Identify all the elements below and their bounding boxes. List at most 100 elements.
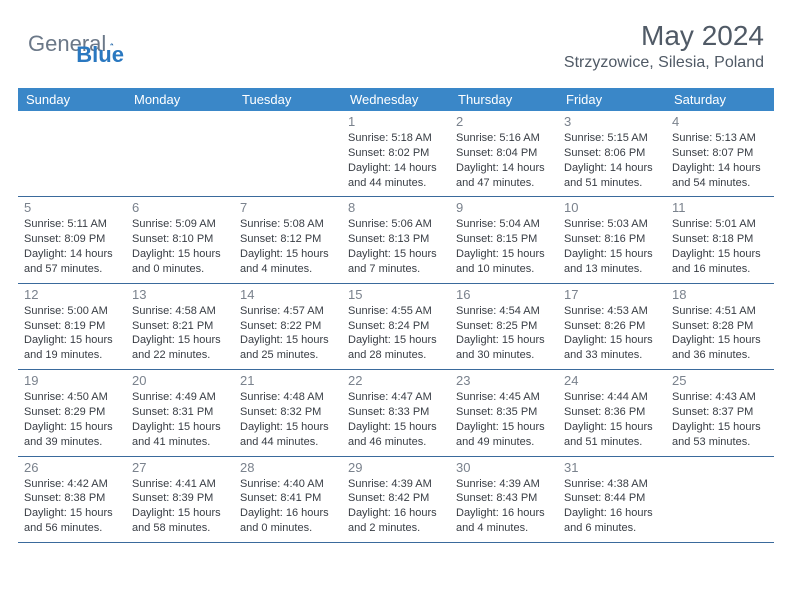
day-number: 16 — [456, 287, 552, 302]
day-detail: Sunrise: 4:38 AMSunset: 8:44 PMDaylight:… — [564, 477, 660, 536]
day-detail: Sunrise: 4:41 AMSunset: 8:39 PMDaylight:… — [132, 477, 228, 536]
day-number: 14 — [240, 287, 336, 302]
calendar-day: 14 Sunrise: 4:57 AMSunset: 8:22 PMDayligh… — [234, 284, 342, 369]
day-detail: Sunrise: 5:04 AMSunset: 8:15 PMDaylight:… — [456, 217, 552, 276]
calendar-day: 7 Sunrise: 5:08 AMSunset: 8:12 PMDaylight… — [234, 197, 342, 282]
calendar-day: 18 Sunrise: 4:51 AMSunset: 8:28 PMDayligh… — [666, 284, 774, 369]
calendar-day: 23 Sunrise: 4:45 AMSunset: 8:35 PMDayligh… — [450, 370, 558, 455]
day-number: 19 — [24, 373, 120, 388]
day-detail: Sunrise: 5:13 AMSunset: 8:07 PMDaylight:… — [672, 131, 768, 190]
calendar-day — [18, 111, 126, 196]
day-detail: Sunrise: 4:39 AMSunset: 8:42 PMDaylight:… — [348, 477, 444, 536]
weekday-header: SundayMondayTuesdayWednesdayThursdayFrid… — [18, 88, 774, 111]
day-detail: Sunrise: 5:11 AMSunset: 8:09 PMDaylight:… — [24, 217, 120, 276]
weekday-label: Tuesday — [234, 88, 342, 111]
day-number: 23 — [456, 373, 552, 388]
calendar-day: 15Sunrise: 4:55 AMSunset: 8:24 PMDayligh… — [342, 284, 450, 369]
calendar-day: 29 Sunrise: 4:39 AMSunset: 8:42 PMDayligh… — [342, 457, 450, 542]
day-detail: Sunrise: 5:16 AMSunset: 8:04 PMDaylight:… — [456, 131, 552, 190]
day-number: 26 — [24, 460, 120, 475]
day-number: 5 — [24, 200, 120, 215]
calendar-day — [126, 111, 234, 196]
calendar-day: 22Sunrise: 4:47 AMSunset: 8:33 PMDayligh… — [342, 370, 450, 455]
calendar-day: 8 Sunrise: 5:06 AMSunset: 8:13 PMDaylight… — [342, 197, 450, 282]
day-detail: Sunrise: 4:53 AMSunset: 8:26 PMDaylight:… — [564, 304, 660, 363]
weekday-label: Monday — [126, 88, 234, 111]
calendar-day: 17 Sunrise: 4:53 AMSunset: 8:26 PMDayligh… — [558, 284, 666, 369]
day-detail: Sunrise: 4:44 AMSunset: 8:36 PMDaylight:… — [564, 390, 660, 449]
day-number: 31 — [564, 460, 660, 475]
day-detail: Sunrise: 4:45 AMSunset: 8:35 PMDaylight:… — [456, 390, 552, 449]
calendar-day: 4 Sunrise: 5:13 AMSunset: 8:07 PMDaylight… — [666, 111, 774, 196]
day-detail: Sunrise: 5:09 AMSunset: 8:10 PMDaylight:… — [132, 217, 228, 276]
day-detail: Sunrise: 4:49 AMSunset: 8:31 PMDaylight:… — [132, 390, 228, 449]
day-detail: Sunrise: 5:08 AMSunset: 8:12 PMDaylight:… — [240, 217, 336, 276]
day-number: 27 — [132, 460, 228, 475]
day-number: 10 — [564, 200, 660, 215]
calendar: SundayMondayTuesdayWednesdayThursdayFrid… — [18, 88, 774, 543]
calendar-day: 31 Sunrise: 4:38 AMSunset: 8:44 PMDayligh… — [558, 457, 666, 542]
day-detail: Sunrise: 4:54 AMSunset: 8:25 PMDaylight:… — [456, 304, 552, 363]
day-detail: Sunrise: 4:47 AMSunset: 8:33 PMDaylight:… — [348, 390, 444, 449]
day-detail: Sunrise: 5:01 AMSunset: 8:18 PMDaylight:… — [672, 217, 768, 276]
weekday-label: Thursday — [450, 88, 558, 111]
day-detail: Sunrise: 4:57 AMSunset: 8:22 PMDaylight:… — [240, 304, 336, 363]
day-number: 1 — [348, 114, 444, 129]
calendar-day: 27 Sunrise: 4:41 AMSunset: 8:39 PMDayligh… — [126, 457, 234, 542]
calendar-day: 21Sunrise: 4:48 AMSunset: 8:32 PMDayligh… — [234, 370, 342, 455]
weekday-label: Friday — [558, 88, 666, 111]
calendar-day: 30Sunrise: 4:39 AMSunset: 8:43 PMDayligh… — [450, 457, 558, 542]
logo-text-blue: Blue — [76, 42, 124, 68]
calendar-day: 3Sunrise: 5:15 AMSunset: 8:06 PMDaylight… — [558, 111, 666, 196]
calendar-day: 6 Sunrise: 5:09 AMSunset: 8:10 PMDaylight… — [126, 197, 234, 282]
day-number: 9 — [456, 200, 552, 215]
calendar-day: 13Sunrise: 4:58 AMSunset: 8:21 PMDayligh… — [126, 284, 234, 369]
calendar-day: 9 Sunrise: 5:04 AMSunset: 8:15 PMDaylight… — [450, 197, 558, 282]
title-month: May 2024 — [564, 20, 764, 52]
calendar-day: 19 Sunrise: 4:50 AMSunset: 8:29 PMDayligh… — [18, 370, 126, 455]
day-number: 6 — [132, 200, 228, 215]
calendar-day: 25 Sunrise: 4:43 AMSunset: 8:37 PMDayligh… — [666, 370, 774, 455]
day-detail: Sunrise: 5:00 AMSunset: 8:19 PMDaylight:… — [24, 304, 120, 363]
day-number: 4 — [672, 114, 768, 129]
day-detail: Sunrise: 5:06 AMSunset: 8:13 PMDaylight:… — [348, 217, 444, 276]
day-detail: Sunrise: 4:43 AMSunset: 8:37 PMDaylight:… — [672, 390, 768, 449]
calendar-week: 19 Sunrise: 4:50 AMSunset: 8:29 PMDayligh… — [18, 370, 774, 456]
title-location: Strzyzowice, Silesia, Poland — [564, 54, 764, 72]
weekday-label: Sunday — [18, 88, 126, 111]
day-number: 17 — [564, 287, 660, 302]
calendar-day — [234, 111, 342, 196]
day-detail: Sunrise: 4:39 AMSunset: 8:43 PMDaylight:… — [456, 477, 552, 536]
day-detail: Sunrise: 4:50 AMSunset: 8:29 PMDaylight:… — [24, 390, 120, 449]
calendar-day: 11Sunrise: 5:01 AMSunset: 8:18 PMDayligh… — [666, 197, 774, 282]
calendar-day: 24Sunrise: 4:44 AMSunset: 8:36 PMDayligh… — [558, 370, 666, 455]
calendar-week: 12 Sunrise: 5:00 AMSunset: 8:19 PMDayligh… — [18, 284, 774, 370]
day-detail: Sunrise: 4:40 AMSunset: 8:41 PMDaylight:… — [240, 477, 336, 536]
day-number: 15 — [348, 287, 444, 302]
title-block: May 2024 Strzyzowice, Silesia, Poland — [564, 20, 764, 72]
day-number: 8 — [348, 200, 444, 215]
day-detail: Sunrise: 5:18 AMSunset: 8:02 PMDaylight:… — [348, 131, 444, 190]
day-number: 12 — [24, 287, 120, 302]
calendar-week: 5 Sunrise: 5:11 AMSunset: 8:09 PMDaylight… — [18, 197, 774, 283]
day-number: 7 — [240, 200, 336, 215]
day-detail: Sunrise: 4:51 AMSunset: 8:28 PMDaylight:… — [672, 304, 768, 363]
day-number: 28 — [240, 460, 336, 475]
weekday-label: Wednesday — [342, 88, 450, 111]
day-number: 3 — [564, 114, 660, 129]
calendar-day: 5 Sunrise: 5:11 AMSunset: 8:09 PMDaylight… — [18, 197, 126, 282]
day-detail: Sunrise: 4:48 AMSunset: 8:32 PMDaylight:… — [240, 390, 336, 449]
day-number: 29 — [348, 460, 444, 475]
calendar-day: 12 Sunrise: 5:00 AMSunset: 8:19 PMDayligh… — [18, 284, 126, 369]
calendar-day: 26 Sunrise: 4:42 AMSunset: 8:38 PMDayligh… — [18, 457, 126, 542]
calendar-day: 16 Sunrise: 4:54 AMSunset: 8:25 PMDayligh… — [450, 284, 558, 369]
day-detail: Sunrise: 4:42 AMSunset: 8:38 PMDaylight:… — [24, 477, 120, 536]
calendar-day: 28 Sunrise: 4:40 AMSunset: 8:41 PMDayligh… — [234, 457, 342, 542]
day-number: 25 — [672, 373, 768, 388]
logo: General Blue — [28, 20, 124, 68]
day-number: 18 — [672, 287, 768, 302]
calendar-day — [666, 457, 774, 542]
header: General Blue May 2024 Strzyzowice, Siles… — [0, 0, 792, 80]
weekday-label: Saturday — [666, 88, 774, 111]
calendar-week: 1 Sunrise: 5:18 AMSunset: 8:02 PMDaylight… — [18, 111, 774, 197]
